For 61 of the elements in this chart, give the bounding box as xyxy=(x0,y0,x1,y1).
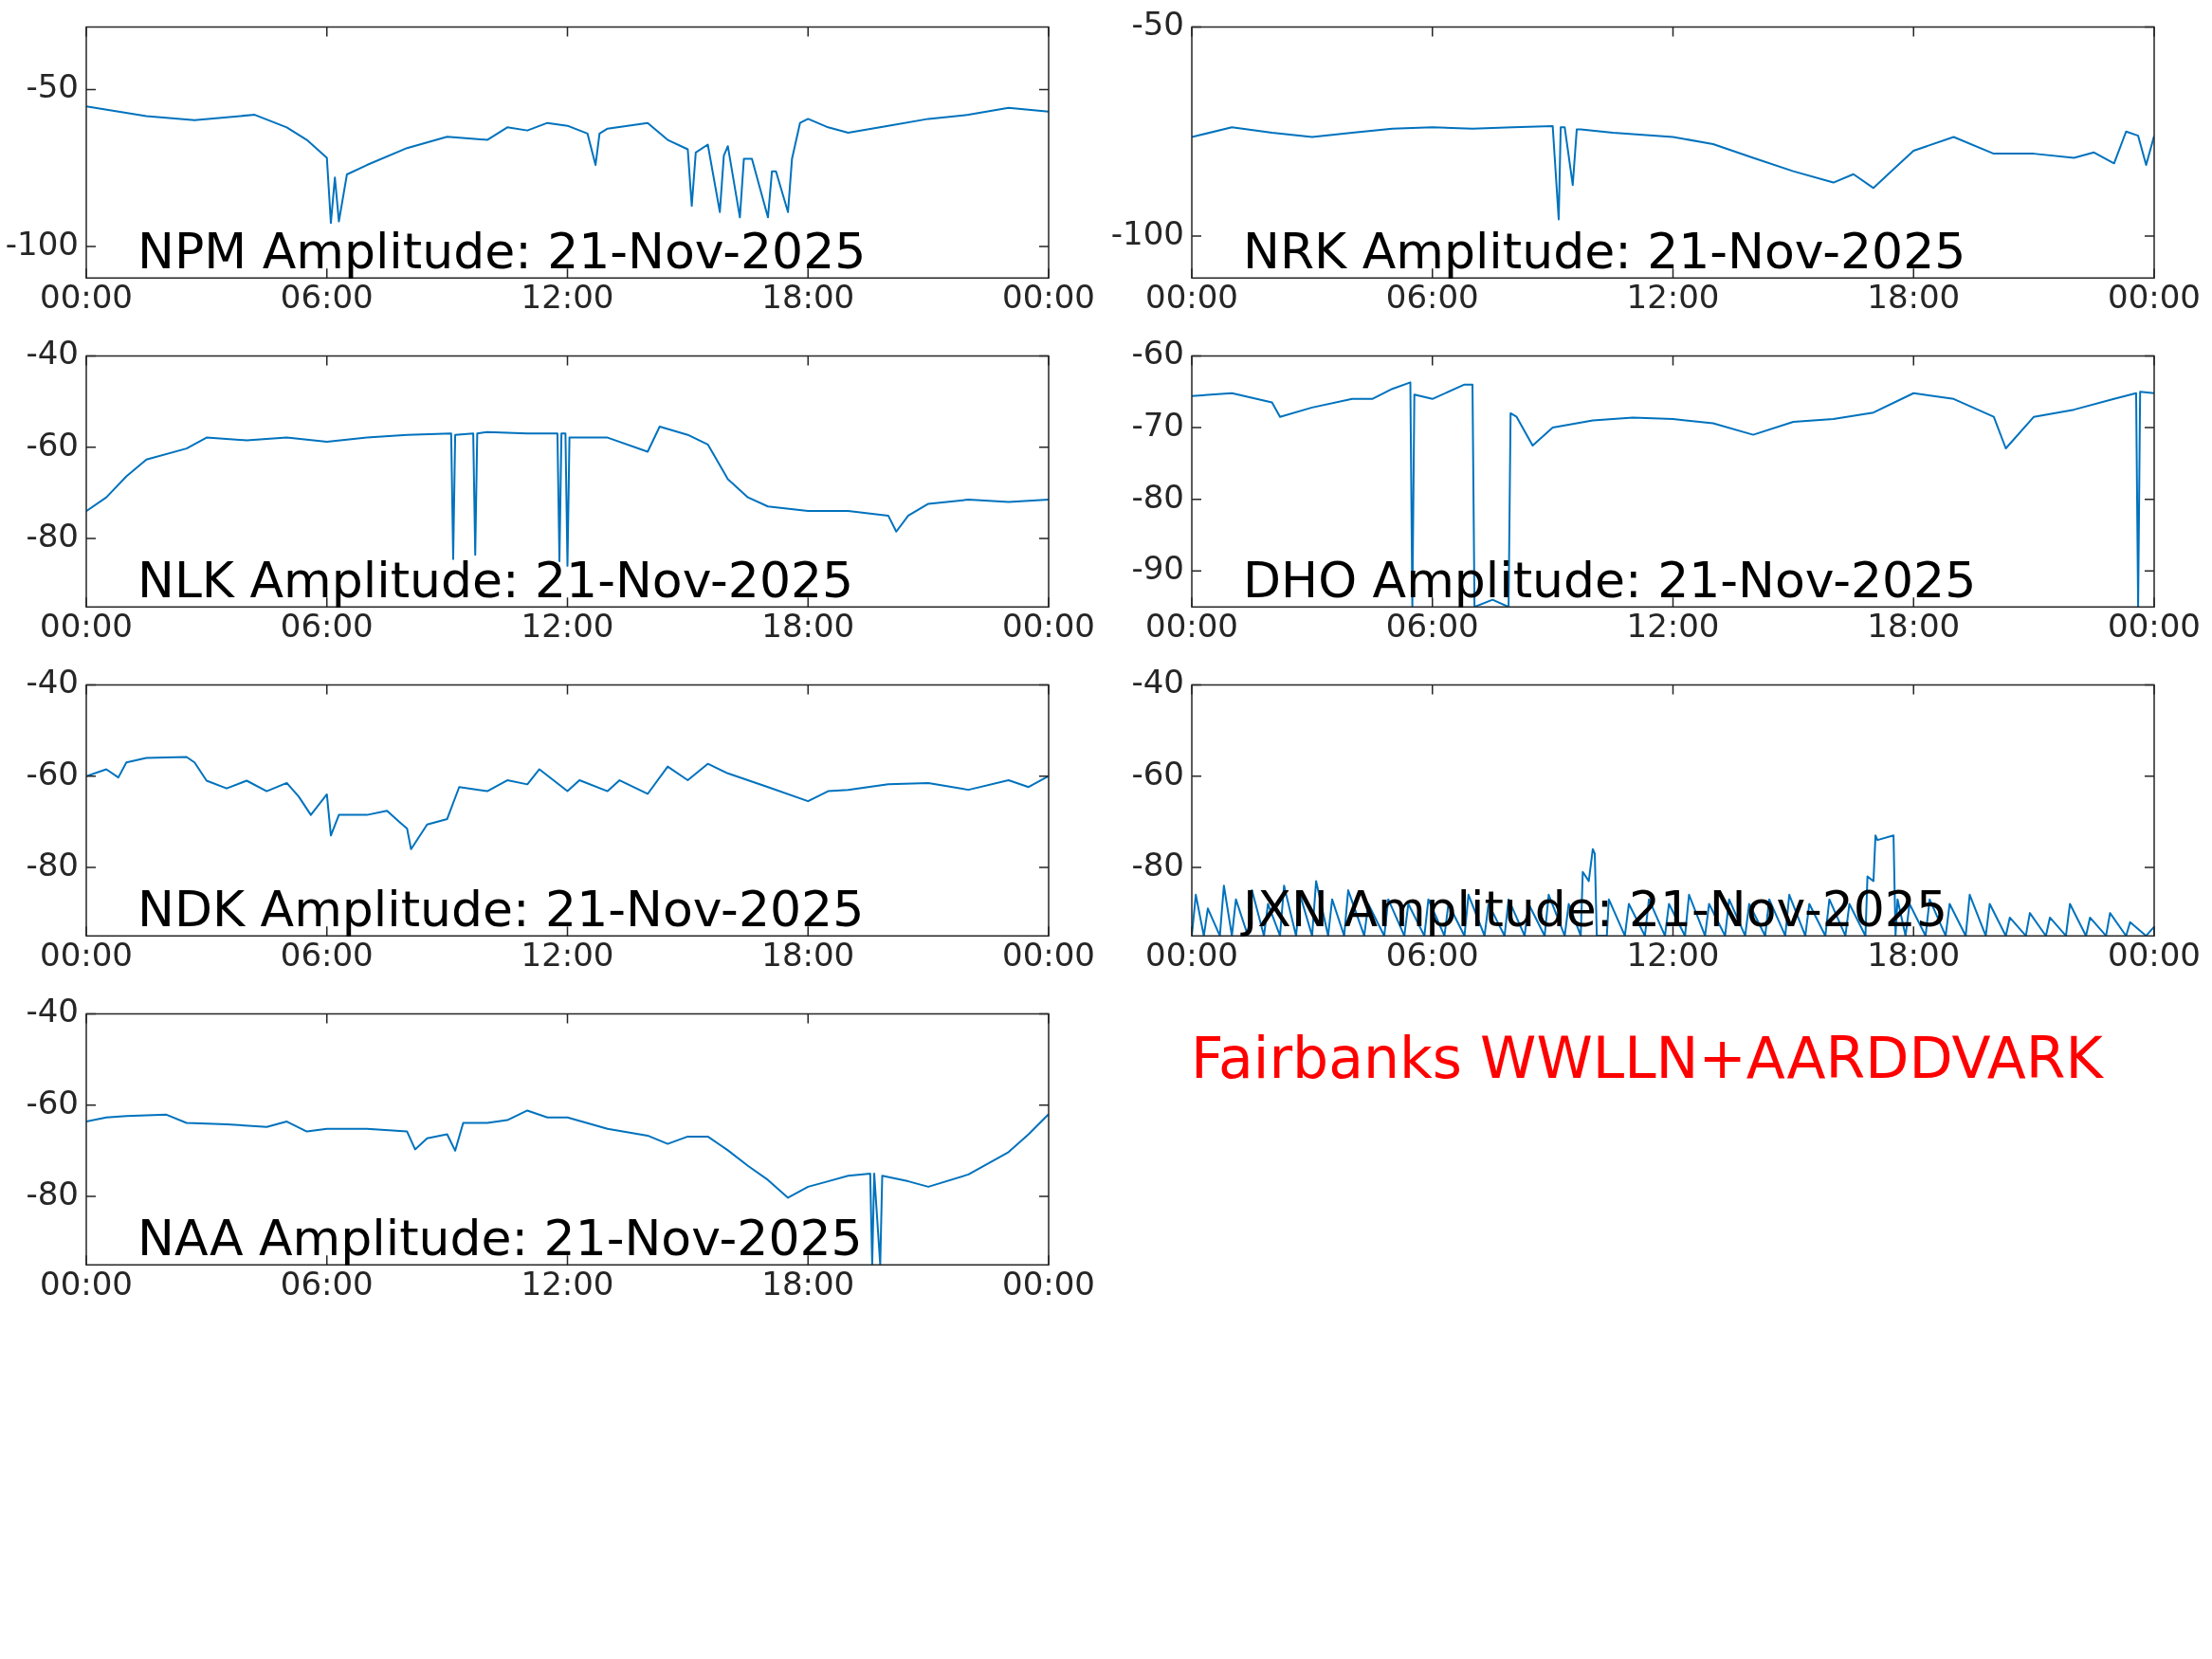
x-tick-label: 00:00 xyxy=(1145,936,1238,975)
x-tick-label: 12:00 xyxy=(521,607,614,646)
y-tick-label: -60 xyxy=(26,754,79,793)
x-tick-label: 00:00 xyxy=(1002,278,1095,317)
y-tick-label: -40 xyxy=(26,663,79,702)
text: Fairbanks WWLLN+AARDDVARK xyxy=(1191,1025,2103,1091)
x-tick-label: 18:00 xyxy=(761,936,855,975)
x-tick-label: 06:00 xyxy=(280,607,374,646)
x-tick-label: 00:00 xyxy=(2108,278,2201,317)
text: NPM Amplitude: 21-Nov-2025 xyxy=(137,222,867,280)
y-tick-label: -60 xyxy=(26,425,79,464)
x-tick-label: 18:00 xyxy=(761,607,855,646)
text: NLK Amplitude: 21-Nov-2025 xyxy=(137,551,854,609)
y-tick-label: -80 xyxy=(26,1174,79,1212)
x-tick-label: 06:00 xyxy=(280,1265,374,1304)
x-tick-label: 00:00 xyxy=(2108,936,2201,975)
y-tick-label: -40 xyxy=(1131,663,1184,702)
x-tick-label: 06:00 xyxy=(1385,936,1479,975)
x-tick-label: 12:00 xyxy=(521,936,614,975)
y-tick-label: -40 xyxy=(26,992,79,1030)
x-tick-label: 12:00 xyxy=(521,1265,614,1304)
text: NAA Amplitude: 21-Nov-2025 xyxy=(137,1209,863,1267)
x-tick-label: 00:00 xyxy=(1002,607,1095,646)
x-tick-label: 06:00 xyxy=(280,936,374,975)
x-tick-label: 12:00 xyxy=(1626,278,1720,317)
y-tick-label: -70 xyxy=(1131,405,1184,444)
y-tick-label: -60 xyxy=(26,1083,79,1121)
x-tick-label: 00:00 xyxy=(40,936,133,975)
y-tick-label: -90 xyxy=(1131,549,1184,588)
text: NRK Amplitude: 21-Nov-2025 xyxy=(1243,222,1966,280)
y-tick-label: -60 xyxy=(1131,334,1184,373)
x-tick-label: 00:00 xyxy=(1002,1265,1095,1304)
x-tick-label: 18:00 xyxy=(761,278,855,317)
text: NDK Amplitude: 21-Nov-2025 xyxy=(137,880,865,938)
x-tick-label: 18:00 xyxy=(1867,278,1961,317)
x-tick-label: 12:00 xyxy=(521,278,614,317)
y-tick-label: -50 xyxy=(1131,5,1184,44)
x-tick-label: 00:00 xyxy=(1145,607,1238,646)
x-tick-label: 12:00 xyxy=(1626,936,1720,975)
x-tick-label: 06:00 xyxy=(280,278,374,317)
x-tick-label: 06:00 xyxy=(1385,607,1479,646)
y-tick-label: -60 xyxy=(1131,754,1184,793)
x-tick-label: 12:00 xyxy=(1626,607,1720,646)
x-tick-label: 18:00 xyxy=(761,1265,855,1304)
x-tick-label: 00:00 xyxy=(1145,278,1238,317)
y-tick-label: -100 xyxy=(5,224,79,263)
x-tick-label: 00:00 xyxy=(1002,936,1095,975)
x-tick-label: 06:00 xyxy=(1385,278,1479,317)
x-tick-label: 00:00 xyxy=(2108,607,2201,646)
y-tick-label: -80 xyxy=(26,845,79,884)
x-tick-label: 00:00 xyxy=(40,607,133,646)
y-tick-label: -40 xyxy=(26,334,79,373)
y-tick-label: -80 xyxy=(1131,477,1184,516)
y-tick-label: -80 xyxy=(26,516,79,555)
y-tick-label: -100 xyxy=(1110,213,1184,252)
x-tick-label: 18:00 xyxy=(1867,936,1961,975)
x-tick-label: 00:00 xyxy=(40,278,133,317)
x-tick-label: 00:00 xyxy=(40,1265,133,1304)
y-tick-label: -80 xyxy=(1131,845,1184,884)
y-tick-label: -50 xyxy=(26,67,79,106)
x-tick-label: 18:00 xyxy=(1867,607,1961,646)
